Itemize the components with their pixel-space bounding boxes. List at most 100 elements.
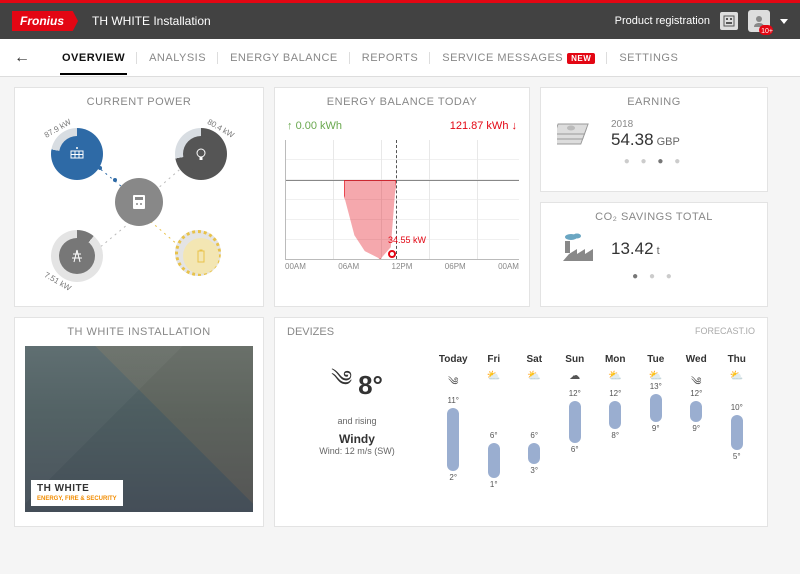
card-title: CO₂ SAVINGS TOTAL: [541, 203, 767, 231]
weather-icon: ⛅: [476, 369, 513, 383]
energy-out: 121.87 kWh ↓: [450, 120, 517, 132]
temp-range-bar: [447, 408, 459, 471]
chart-cursor-point: [388, 250, 396, 258]
inverter-icon: [115, 178, 163, 226]
card-co2-savings: CO₂ SAVINGS TOTAL 13.42 t ● ● ●: [540, 202, 768, 307]
weather-icon: ⛅: [719, 369, 756, 383]
card-earning: EARNING 2018 54.38 GBP ● ● ● ●: [540, 87, 768, 192]
forecast-day[interactable]: Sun ☁ 12° 6°: [557, 354, 594, 494]
temp-low: 3°: [530, 466, 538, 475]
installation-logo-overlay: TH WHITE ENERGY, FIRE & SECURITY: [31, 480, 123, 506]
earning-unit: GBP: [657, 136, 680, 148]
node-inverter[interactable]: [115, 178, 163, 226]
forecast-day[interactable]: Fri⛅6°1°: [476, 354, 513, 494]
weather-icon: ⛅: [638, 369, 675, 383]
weather-icon: ⛅: [516, 369, 553, 383]
day-name: Sun: [557, 354, 594, 365]
energy-balance-chart[interactable]: 34.55 kW: [285, 140, 519, 260]
day-name: Today: [435, 354, 472, 365]
product-registration-link[interactable]: Product registration: [615, 15, 710, 27]
tab-overview[interactable]: OVERVIEW: [52, 42, 135, 74]
temp-low: 2°: [449, 473, 457, 482]
card-current-power: CURRENT POWER 87.9 kW: [14, 87, 264, 307]
weather-icon: ༄: [678, 369, 715, 383]
card-energy-balance: ENERGY BALANCE TODAY ↑ 0.00 kWh 121.87 k…: [274, 87, 530, 307]
product-registration-icon[interactable]: [720, 12, 738, 30]
pager-dots[interactable]: ● ● ●: [541, 267, 767, 286]
weather-source-link[interactable]: FORECAST.IO: [695, 326, 755, 338]
app-header: Fronius TH WHITE Installation Product re…: [0, 3, 800, 39]
tab-energy-balance[interactable]: ENERGY BALANCE: [220, 42, 348, 74]
node-pv[interactable]: 87.9 kW: [51, 128, 103, 180]
forecast-days: Today༄11°2°Fri⛅6°1°Sat⛅6°3°Sun☁12°6°Mon⛅…: [435, 354, 755, 494]
pager-dots[interactable]: ● ● ● ●: [541, 152, 767, 171]
forecast-day[interactable]: Mon⛅12°8°: [597, 354, 634, 494]
brand-logo[interactable]: Fronius: [12, 11, 78, 31]
temp-high: 12°: [609, 389, 621, 398]
forecast-day[interactable]: Tue⛅13°9°: [638, 354, 675, 494]
day-name: Sat: [516, 354, 553, 365]
chart-cursor-value: 34.55 kW: [388, 235, 426, 245]
weather-location: DEVIZES: [287, 326, 334, 338]
temp-range-bar: [650, 394, 662, 422]
installation-photo[interactable]: TH WHITE ENERGY, FIRE & SECURITY: [25, 346, 253, 512]
temp-range-bar: [731, 415, 743, 450]
weather-icon: ༄: [435, 369, 472, 383]
wind-icon: ༄: [331, 354, 352, 416]
tab-settings[interactable]: SETTINGS: [609, 42, 688, 74]
temp-low: 9°: [692, 424, 700, 433]
weather-condition: Windy: [287, 432, 427, 446]
card-title: TH WHITE INSTALLATION: [15, 318, 263, 346]
temp-high: 12°: [569, 389, 581, 398]
battery-icon: [183, 238, 219, 274]
temp-high: 10°: [731, 403, 743, 412]
temp-low: 8°: [611, 431, 619, 440]
forecast-day[interactable]: Sat⛅6°3°: [516, 354, 553, 494]
tab-label: SETTINGS: [619, 52, 678, 64]
tab-analysis[interactable]: ANALYSIS: [139, 42, 216, 74]
node-load[interactable]: 80.4 kW: [175, 128, 227, 180]
tab-label: REPORTS: [362, 52, 418, 64]
forecast-day[interactable]: Wed༄12°9°: [678, 354, 715, 494]
temp-range-bar: [569, 401, 581, 443]
forecast-day[interactable]: Thu⛅10°5°: [719, 354, 756, 494]
chart-x-axis: 00AM 06AM 12PM 06PM 00AM: [275, 260, 529, 271]
weather-temp: 8°: [358, 370, 383, 401]
forecast-day[interactable]: Today ༄ 11° 2°: [435, 354, 472, 494]
card-title: CURRENT POWER: [15, 88, 263, 116]
bulb-icon: [183, 136, 219, 172]
weather-wind: Wind: 12 m/s (SW): [287, 446, 427, 456]
card-title: ENERGY BALANCE TODAY: [275, 88, 529, 116]
temp-range-bar: [609, 401, 621, 429]
node-battery[interactable]: [175, 230, 227, 282]
temp-low: 6°: [571, 445, 579, 454]
tab-label: SERVICE MESSAGES: [442, 52, 563, 64]
day-name: Mon: [597, 354, 634, 365]
chart-area: [344, 180, 396, 259]
card-installation-photo: TH WHITE INSTALLATION TH WHITE ENERGY, F…: [14, 317, 264, 527]
new-badge: NEW: [567, 53, 595, 64]
money-stack-icon: [557, 116, 599, 152]
user-menu[interactable]: 10+: [748, 10, 770, 32]
back-button[interactable]: ←: [14, 49, 30, 67]
temp-high: 6°: [490, 431, 498, 440]
temp-high: 11°: [447, 396, 459, 405]
user-menu-caret-icon[interactable]: [780, 19, 788, 24]
factory-icon: [557, 231, 599, 267]
tab-label: OVERVIEW: [62, 52, 125, 64]
card-weather: DEVIZES FORECAST.IO ༄ 8° and rising Wind…: [274, 317, 768, 527]
weather-icon: ☁: [557, 369, 594, 383]
tab-reports[interactable]: REPORTS: [352, 42, 428, 74]
earning-value: 54.38: [611, 130, 654, 149]
co2-value: 13.42: [611, 239, 654, 258]
tab-service-messages[interactable]: SERVICE MESSAGES NEW: [432, 42, 605, 74]
tab-label: ANALYSIS: [149, 52, 206, 64]
day-name: Fri: [476, 354, 513, 365]
temp-range-bar: [528, 443, 540, 464]
weather-now: ༄ 8° and rising Windy Wind: 12 m/s (SW): [287, 354, 427, 494]
power-flow-diagram: 87.9 kW 80.4 kW: [15, 116, 263, 296]
node-grid[interactable]: 7.51 kW: [51, 230, 103, 282]
temp-high: 13°: [650, 382, 662, 391]
temp-low: 5°: [733, 452, 741, 461]
co2-unit: t: [657, 245, 660, 257]
